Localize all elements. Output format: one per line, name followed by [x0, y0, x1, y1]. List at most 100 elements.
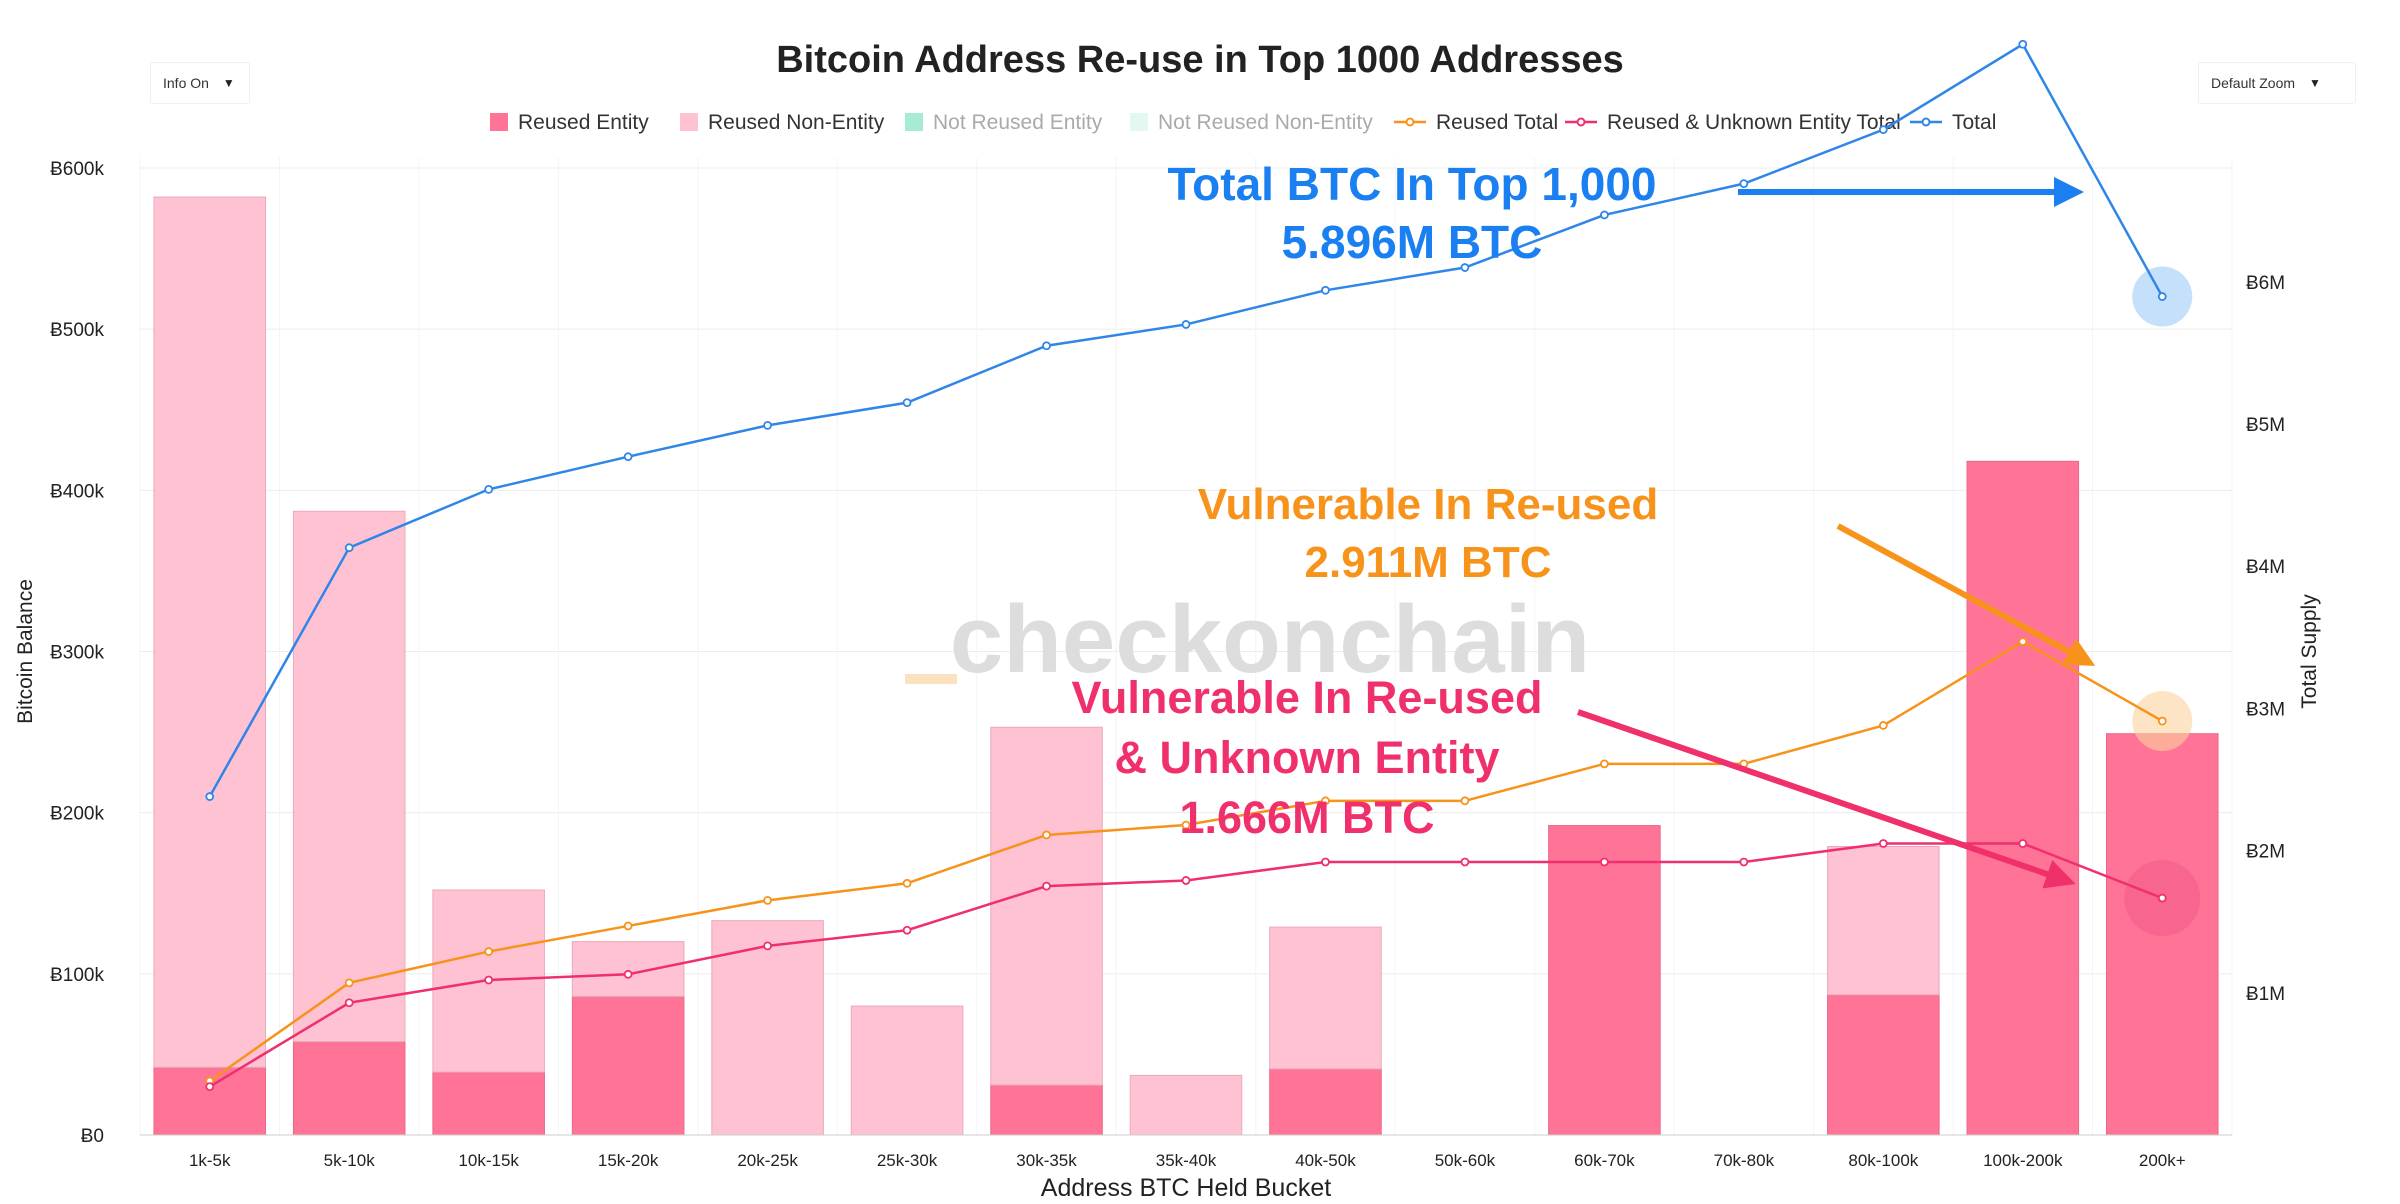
- line-reused-unknown-total-point: [1321, 857, 1330, 867]
- bar-reused-entity: [432, 1071, 545, 1136]
- bar-reused-entity: [1827, 994, 1940, 1136]
- bar-reused-entity: [1269, 1068, 1382, 1136]
- line-reused-unknown-total-point: [1042, 881, 1051, 891]
- line-total-point: [344, 543, 354, 553]
- x-axis: 1k-5k 5k-10k 10k-15k 15k-20k 20k-25k 25k-30k 3…: [140, 1134, 2232, 1202]
- line-total-point: [1181, 320, 1191, 329]
- legend-label: Reused Total: [1436, 111, 1558, 134]
- x-tick-label: 40k-50k: [1295, 1151, 1356, 1170]
- legend-item: Reused Total: [1394, 111, 1558, 134]
- annotation-text: 1.666M BTC: [1179, 792, 1434, 843]
- annotations: Total BTC In Top 1,000 5.896M BTC Vulnerab…: [1072, 158, 2096, 889]
- watermark-underscore: [905, 674, 957, 684]
- x-tick-label: 70k-80k: [1714, 1151, 1775, 1170]
- bar-reused-non-entity: [1827, 846, 1940, 996]
- line-reused-total-point: [2018, 637, 2028, 646]
- bar-reused-non-entity: [1129, 1074, 1243, 1136]
- line-reused-unknown-total-point: [763, 941, 772, 951]
- y-axis-title: Bitcoin Balance: [14, 579, 37, 724]
- line-reused-total-point: [1042, 830, 1051, 840]
- line-reused-total-point: [623, 921, 633, 931]
- bar-reused-non-entity: [1269, 926, 1382, 1070]
- line-reused-unknown-total-point: [1460, 857, 1470, 867]
- y-tick-label: Ƀ300k: [50, 643, 104, 664]
- legend-swatch: [490, 113, 508, 131]
- line-reused-unknown-total-point: [2157, 893, 2167, 903]
- line-total-point: [902, 398, 912, 408]
- zoom-dropdown[interactable]: Default Zoom ▼: [2198, 62, 2356, 104]
- line-reused-total-point: [1181, 820, 1191, 830]
- legend-label: Reused Entity: [518, 111, 649, 134]
- line-reused-unknown-total-point: [902, 925, 912, 935]
- legend-item: Not Reused Non-Entity: [1130, 111, 1373, 134]
- line-reused-unknown-total-point: [1181, 876, 1191, 885]
- x-tick-label: 80k-100k: [1848, 1151, 1918, 1170]
- annotation-2: Vulnerable In Re-used 2.911M BTC: [1198, 480, 2096, 666]
- legend-item: Not Reused Entity: [905, 111, 1103, 134]
- legend-swatch: [905, 113, 923, 131]
- annotation-text: & Unknown Entity: [1115, 732, 1500, 783]
- legend-label: Reused Non-Entity: [708, 111, 885, 134]
- x-tick-label: 5k-10k: [324, 1151, 376, 1170]
- x-tick-label: 35k-40k: [1156, 1151, 1217, 1170]
- annotation-text: 2.911M BTC: [1305, 538, 1552, 587]
- y2-axis-title: Total Supply: [2298, 594, 2321, 709]
- y-tick-label: Ƀ500k: [50, 320, 104, 341]
- bar-reused-non-entity: [711, 920, 824, 1136]
- line-reused-total-point: [1878, 721, 1888, 730]
- line-reused-unknown-total-point: [205, 1082, 215, 1092]
- annotation-text: Total BTC In Top 1,000: [1168, 158, 1657, 210]
- legend-label: Not Reused Entity: [933, 111, 1103, 134]
- line-total-point: [1878, 125, 1888, 135]
- x-tick-label: 1k-5k: [189, 1151, 231, 1170]
- zoom-label: Default Zoom: [2211, 75, 2296, 91]
- y-axis-left: Ƀ0 Ƀ100k Ƀ200k Ƀ300k Ƀ400k Ƀ500k Ƀ600k Bitcoin …: [14, 159, 104, 1147]
- chart-title: Bitcoin Address Re-use in Top 1000 Addre…: [776, 39, 1624, 81]
- annotation-1: Total BTC In Top 1,000 5.896M BTC: [1168, 158, 2084, 268]
- y-tick-label: Ƀ600k: [50, 159, 104, 180]
- x-tick-label: 60k-70k: [1574, 1151, 1635, 1170]
- line-total-point: [1739, 179, 1749, 189]
- annotation-arrow: [1577, 709, 2076, 889]
- line-reused-unknown-total-point: [2018, 839, 2028, 848]
- line-reused-unknown-total-point: [484, 975, 494, 985]
- line-total-series: [205, 39, 2167, 801]
- line-reused-total-point: [2157, 716, 2167, 726]
- x-tick-label: 100k-200k: [1983, 1151, 2063, 1170]
- x-axis-title: Address BTC Held Bucket: [1041, 1174, 1331, 1202]
- chevron-down-icon: ▼: [222, 76, 235, 90]
- watermark-text: checkonchain: [950, 586, 1590, 693]
- line-total-point: [1460, 263, 1470, 272]
- y2-tick-label: Ƀ1M: [2246, 984, 2285, 1005]
- line-total-point: [1321, 285, 1330, 295]
- bar-reused-entity: [1966, 460, 2080, 1136]
- line-reused-total-point: [1321, 796, 1330, 806]
- bar-reused-entity: [990, 1084, 1103, 1136]
- bar-reused-entity: [1548, 825, 1661, 1136]
- line-reused-total-point: [1600, 759, 1609, 769]
- y-axis-right: Ƀ1M Ƀ2M Ƀ3M Ƀ4M Ƀ5M Ƀ6M Total Supply: [2246, 273, 2321, 1005]
- line-total-point: [1042, 341, 1051, 351]
- bars: [153, 196, 2219, 1136]
- info-toggle-dropdown[interactable]: Info On ▼: [150, 62, 250, 104]
- line-reused-total-point: [1460, 796, 1470, 806]
- annotation-3: Vulnerable In Re-used & Unknown Entity 1.6…: [1072, 672, 2076, 889]
- line-reused-unknown-total-point: [623, 969, 633, 979]
- legend-label: Not Reused Non-Entity: [1158, 111, 1373, 134]
- y2-tick-label: Ƀ4M: [2246, 557, 2285, 578]
- line-total-point: [763, 420, 772, 430]
- annotation-arrow: [1836, 523, 2096, 666]
- info-toggle-label: Info On: [163, 75, 209, 91]
- legend-swatch: [680, 113, 698, 131]
- line-reused-total-point: [902, 878, 912, 888]
- y-tick-label: Ƀ0: [81, 1126, 104, 1147]
- line-reused-total-point: [484, 947, 494, 956]
- line-total-point: [623, 452, 633, 462]
- legend-label: Total: [1952, 111, 1996, 134]
- y2-tick-label: Ƀ6M: [2246, 273, 2285, 294]
- bar-reused-non-entity: [292, 510, 406, 1043]
- y2-tick-label: Ƀ2M: [2246, 842, 2285, 863]
- line-total-point: [2018, 39, 2028, 49]
- y-tick-label: Ƀ100k: [50, 965, 104, 986]
